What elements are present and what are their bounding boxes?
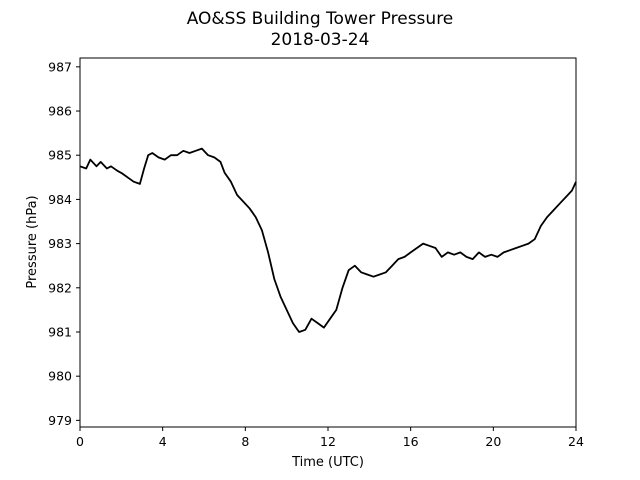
y-tick-label: 985 bbox=[48, 148, 72, 163]
y-tick-label: 979 bbox=[48, 413, 72, 428]
x-axis: 0 4 8 12 16 20 24 bbox=[76, 427, 584, 449]
chart-subtitle: 2018-03-24 bbox=[271, 30, 370, 50]
y-tick-label: 987 bbox=[48, 59, 72, 74]
y-axis: 979 980 981 982 983 984 985 986 987 bbox=[48, 59, 80, 428]
x-tick-label: 16 bbox=[403, 434, 419, 449]
x-tick-label: 12 bbox=[320, 434, 336, 449]
x-tick-label: 24 bbox=[568, 434, 584, 449]
chart-title: AO&SS Building Tower Pressure bbox=[187, 9, 454, 29]
y-tick-label: 980 bbox=[48, 369, 72, 384]
pressure-series-line bbox=[79, 147, 577, 333]
y-tick-label: 984 bbox=[48, 192, 72, 207]
y-axis-label: Pressure (hPa) bbox=[25, 195, 40, 288]
y-tick-label: 981 bbox=[48, 324, 72, 339]
x-tick-label: 0 bbox=[76, 434, 84, 449]
y-tick-label: 986 bbox=[48, 104, 72, 119]
y-tick-label: 982 bbox=[48, 280, 72, 295]
plot-area: 0 4 8 12 16 20 24 979 980 981 982 983 984 985 986 987 bbox=[48, 57, 584, 449]
x-tick-label: 20 bbox=[485, 434, 501, 449]
x-tick-label: 4 bbox=[159, 434, 167, 449]
y-tick-label: 983 bbox=[48, 236, 72, 251]
x-tick-label: 8 bbox=[241, 434, 249, 449]
x-axis-label: Time (UTC) bbox=[291, 455, 364, 470]
plot-frame bbox=[79, 57, 577, 428]
